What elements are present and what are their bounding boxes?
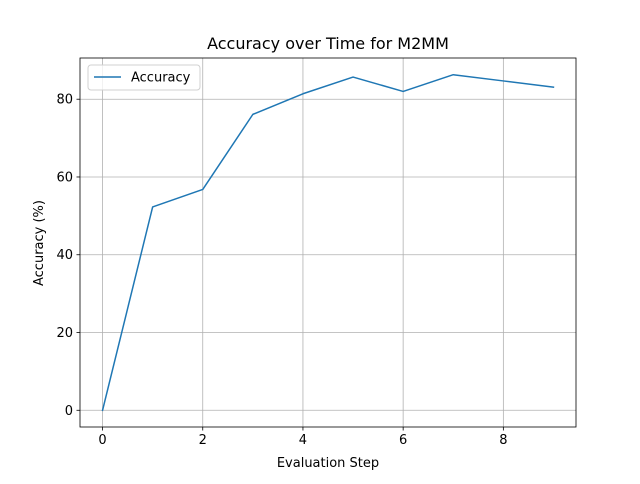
- y-tick-label: 40: [56, 248, 73, 263]
- legend-box: [87, 64, 201, 91]
- plot-frame: [79, 57, 577, 428]
- y-axis-label: Accuracy (%): [32, 200, 47, 286]
- x-tick-label: 6: [399, 433, 407, 448]
- y-tick-label: 0: [65, 404, 73, 419]
- legend-label-accuracy: Accuracy: [131, 71, 191, 86]
- y-tick-label: 80: [56, 93, 73, 108]
- chart-title: Accuracy over Time for M2MM: [207, 34, 449, 53]
- series-line-accuracy: [101, 73, 555, 412]
- legend: Accuracy: [87, 64, 201, 91]
- series-layer: [101, 73, 555, 412]
- x-axis-label: Evaluation Step: [277, 456, 379, 471]
- grid-lines: [80, 58, 576, 427]
- x-tick-label: 0: [98, 433, 106, 448]
- x-tick-label: 2: [199, 433, 207, 448]
- y-tick-label: 60: [56, 170, 73, 185]
- y-tick-label: 20: [56, 326, 73, 341]
- x-tick-label: 4: [299, 433, 307, 448]
- x-tick-label: 8: [499, 433, 507, 448]
